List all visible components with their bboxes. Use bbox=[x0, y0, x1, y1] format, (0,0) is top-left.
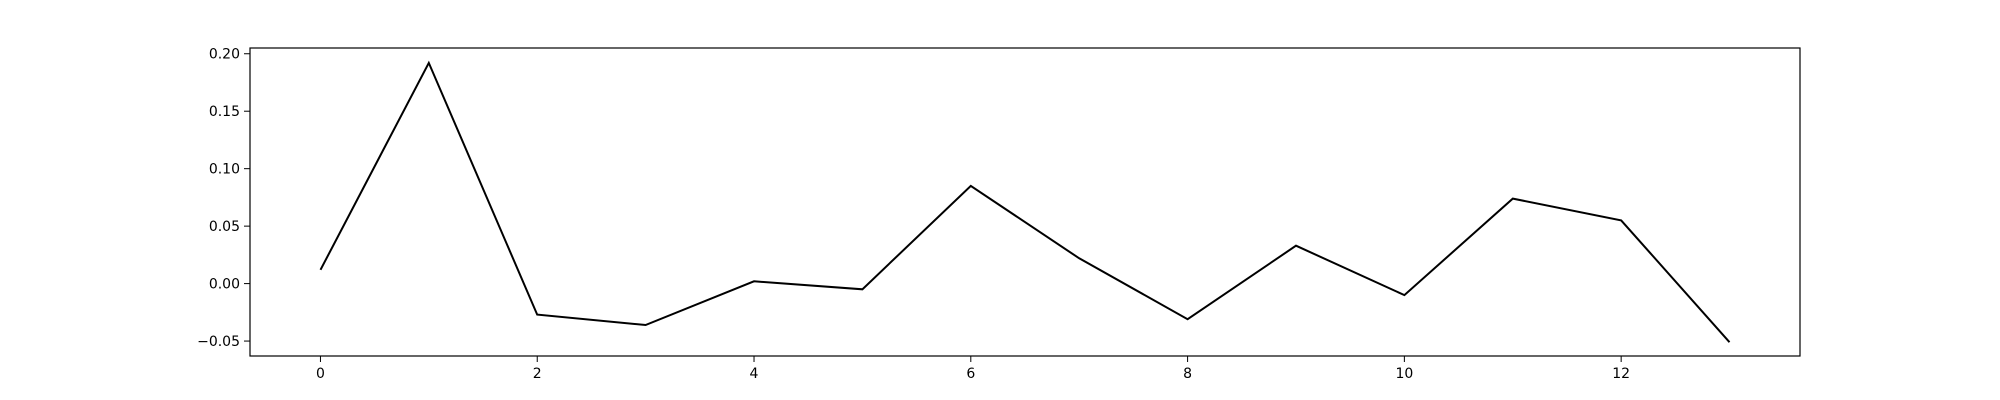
x-tick-label: 0 bbox=[316, 366, 325, 382]
y-tick-label: −0.05 bbox=[197, 334, 240, 350]
y-tick-label: 0.10 bbox=[209, 162, 240, 178]
x-tick-label: 10 bbox=[1395, 366, 1413, 382]
y-tick-label: 0.00 bbox=[209, 277, 240, 293]
y-axis: −0.05 0.00 0.05 0.10 0.15 0.20 bbox=[197, 47, 250, 350]
series-line bbox=[319, 60, 1731, 343]
x-tick-label: 12 bbox=[1612, 366, 1630, 382]
plot-frame bbox=[249, 47, 1801, 357]
x-tick-label: 4 bbox=[750, 366, 759, 382]
y-tick-label: 0.15 bbox=[209, 104, 240, 120]
x-tick-label: 8 bbox=[1183, 366, 1192, 382]
x-axis: 0 2 4 6 8 10 12 bbox=[316, 356, 1630, 382]
y-tick-label: 0.05 bbox=[209, 219, 240, 235]
x-tick-label: 6 bbox=[966, 366, 975, 382]
series-layer bbox=[319, 60, 1731, 343]
x-tick-label: 2 bbox=[533, 366, 542, 382]
y-tick-label: 0.20 bbox=[209, 47, 240, 63]
